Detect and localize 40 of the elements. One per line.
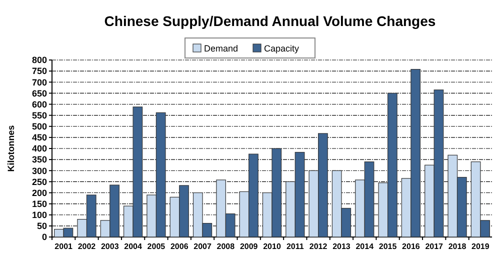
- x-tick-label: 2003: [100, 242, 120, 251]
- y-tick-label: 200: [32, 188, 47, 198]
- y-tick-label: 0: [42, 232, 47, 242]
- legend-label: Demand: [204, 44, 238, 54]
- y-tick-label: 800: [32, 55, 47, 66]
- y-tick-label: 650: [32, 88, 47, 98]
- y-tick-label: 750: [32, 66, 47, 76]
- x-tick-label: 2016: [402, 242, 420, 251]
- x-tick-label: 2012: [309, 242, 328, 251]
- x-tick-label: 2018: [448, 242, 467, 251]
- x-tick-label: 2009: [240, 242, 258, 251]
- x-tick-label: 2002: [78, 242, 96, 251]
- x-tick-label: 2017: [425, 242, 444, 251]
- y-tick-label: 150: [32, 198, 47, 209]
- y-tick-label: 550: [32, 110, 47, 120]
- x-tick-label: 2010: [263, 242, 282, 251]
- legend-label: Capacity: [264, 44, 300, 54]
- y-tick-label: 400: [32, 144, 47, 154]
- x-tick-label: 2004: [124, 242, 142, 251]
- x-tick-label: 2005: [147, 242, 166, 251]
- y-tick-label: 600: [32, 99, 47, 110]
- y-tick-label: 300: [32, 166, 47, 176]
- y-tick-label: 50: [36, 221, 47, 232]
- x-tick-label: 2019: [472, 242, 490, 251]
- x-tick-label: 2014: [356, 242, 374, 251]
- x-tick-label: 2013: [332, 242, 351, 251]
- y-tick-label: 500: [32, 122, 47, 132]
- y-tick-label: 100: [32, 210, 47, 220]
- x-tick-label: 2007: [194, 242, 212, 251]
- y-axis-title: Kilotonnes: [6, 125, 16, 172]
- x-tick-label: 2006: [170, 242, 189, 251]
- x-tick-label: 2001: [54, 242, 74, 251]
- x-tick-label: 2011: [286, 242, 304, 251]
- y-tick-label: 350: [32, 154, 47, 165]
- x-tick-label: 2008: [216, 242, 236, 251]
- x-tick-label: 2015: [378, 242, 398, 251]
- y-tick-label: 450: [32, 132, 47, 143]
- y-tick-label: 700: [32, 77, 47, 88]
- chart-title: Chinese Supply/Demand Annual Volume Changes: [104, 13, 436, 29]
- y-tick-label: 250: [32, 176, 47, 187]
